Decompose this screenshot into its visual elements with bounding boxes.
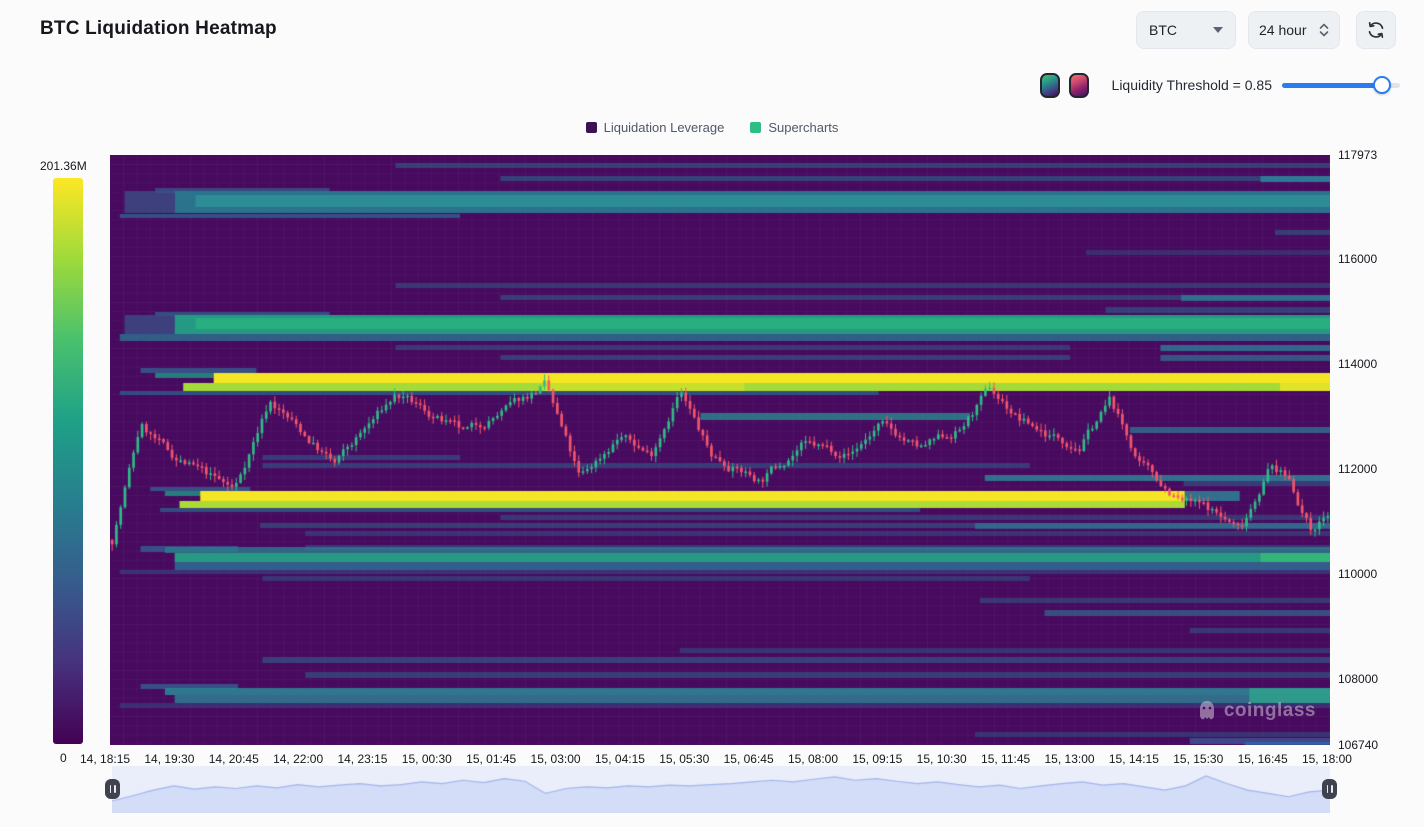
navigator-handle-right[interactable] — [1322, 779, 1337, 799]
liquidation-heatmap-page: BTC Liquidation Heatmap BTC 24 hour Liqu… — [0, 0, 1424, 827]
price-axis-label: 116000 — [1338, 252, 1377, 266]
chart-legend: Liquidation Leverage Supercharts — [0, 120, 1424, 135]
colorbar-gradient — [53, 178, 83, 744]
navigator-canvas[interactable] — [112, 766, 1330, 813]
grip-icon — [1331, 785, 1333, 793]
range-navigator[interactable] — [112, 766, 1330, 813]
price-axis-label: 108000 — [1338, 672, 1378, 686]
time-axis-label: 15, 04:15 — [595, 752, 645, 766]
time-axis-label: 15, 08:00 — [788, 752, 838, 766]
legend-item[interactable]: Liquidation Leverage — [586, 120, 725, 135]
refresh-button[interactable] — [1356, 11, 1396, 49]
time-axis-label: 15, 11:45 — [981, 752, 1030, 766]
colormap-threshold-toolbar: Liquidity Threshold = 0.85 — [1040, 70, 1400, 100]
spinner-arrows-icon — [1319, 22, 1329, 38]
chevron-down-icon — [1213, 27, 1223, 33]
time-axis-label: 15, 15:30 — [1173, 752, 1223, 766]
legend-swatch — [586, 122, 597, 133]
colorbar-max-label: 201.36M — [40, 159, 87, 173]
refresh-icon — [1366, 20, 1386, 40]
price-axis-label: 117973 — [1338, 148, 1377, 162]
liquidity-threshold-label: Liquidity Threshold = 0.85 — [1112, 77, 1272, 93]
page-title: BTC Liquidation Heatmap — [40, 18, 277, 40]
time-axis-label: 15, 14:15 — [1109, 752, 1159, 766]
time-axis-label: 15, 18:00 — [1302, 752, 1352, 766]
interval-select-value: 24 hour — [1259, 22, 1306, 38]
symbol-select[interactable]: BTC — [1136, 11, 1236, 49]
legend-label: Liquidation Leverage — [604, 120, 725, 135]
time-axis-label: 15, 10:30 — [917, 752, 967, 766]
time-axis-label: 15, 03:00 — [531, 752, 581, 766]
time-axis: 14, 18:15 14, 19:30 14, 20:45 14, 22:00 14, … — [80, 752, 1352, 766]
time-axis-label: 15, 06:45 — [724, 752, 774, 766]
legend-label: Supercharts — [768, 120, 838, 135]
time-axis-label: 15, 16:45 — [1238, 752, 1288, 766]
navigator-handle-left[interactable] — [105, 779, 120, 799]
time-axis-label: 15, 09:15 — [852, 752, 902, 766]
time-axis-label: 15, 05:30 — [659, 752, 709, 766]
colorbar-min-label: 0 — [60, 751, 67, 765]
legend-item[interactable]: Supercharts — [750, 120, 838, 135]
time-axis-label: 14, 22:00 — [273, 752, 323, 766]
heatmap-plot-area[interactable]: coinglass — [110, 155, 1330, 745]
price-axis-label: 112000 — [1338, 462, 1377, 476]
colormap-viridis-button[interactable] — [1040, 73, 1060, 98]
price-axis-label: 114000 — [1338, 357, 1377, 371]
time-axis-label: 14, 19:30 — [144, 752, 194, 766]
time-axis-label: 14, 23:15 — [337, 752, 387, 766]
grip-icon — [1327, 785, 1329, 793]
interval-select[interactable]: 24 hour — [1248, 11, 1340, 49]
time-axis-label: 15, 13:00 — [1045, 752, 1095, 766]
time-axis-label: 15, 01:45 — [466, 752, 516, 766]
liquidation-heatmap-canvas[interactable] — [110, 155, 1330, 745]
grip-icon — [110, 785, 112, 793]
liquidity-threshold-slider[interactable] — [1282, 76, 1400, 94]
price-axis-label: 110000 — [1338, 567, 1377, 581]
time-axis-label: 14, 18:15 — [80, 752, 130, 766]
symbol-select-value: BTC — [1149, 22, 1177, 38]
grip-icon — [114, 785, 116, 793]
colormap-magma-button[interactable] — [1069, 73, 1089, 98]
slider-thumb[interactable] — [1373, 76, 1391, 94]
legend-swatch — [750, 122, 761, 133]
slider-fill — [1282, 83, 1382, 88]
time-axis-label: 15, 00:30 — [402, 752, 452, 766]
time-axis-label: 14, 20:45 — [209, 752, 259, 766]
price-axis-label: 106740 — [1338, 738, 1378, 752]
